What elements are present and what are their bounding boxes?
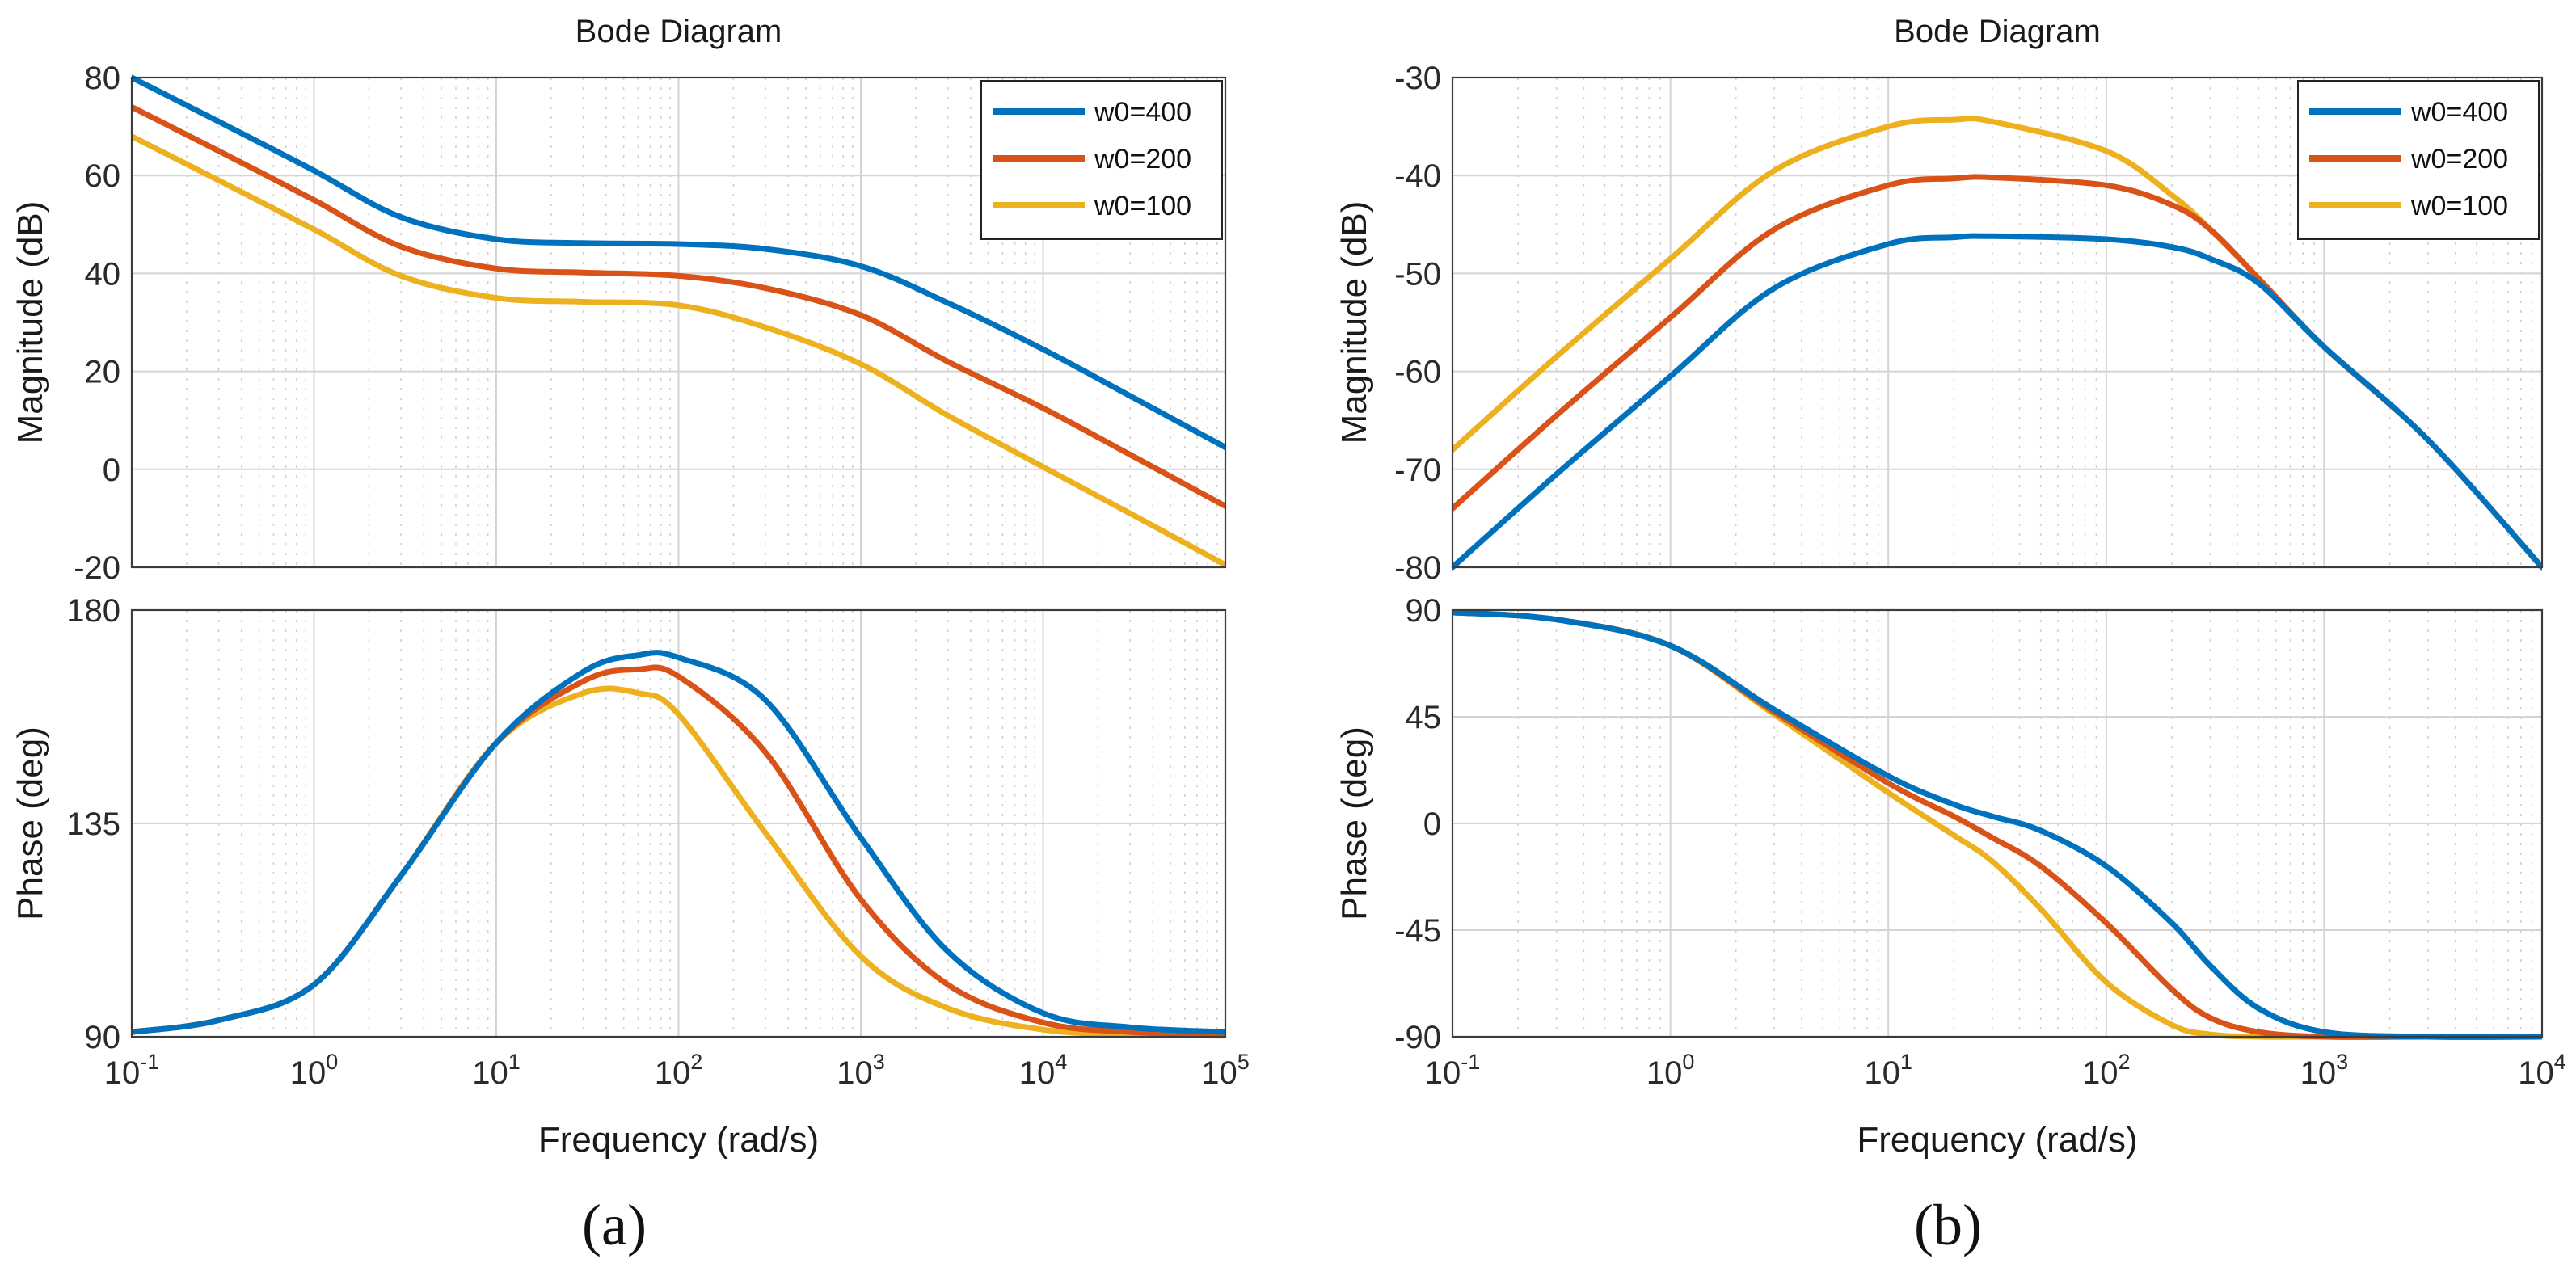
panel-a-magnitude-series-w0-400	[132, 74, 1225, 450]
panel-b-xtick-label: 102	[2082, 1050, 2131, 1091]
panel-a-phase-axes-frame	[130, 608, 1227, 1038]
legend-label-w0-400: w0=400	[2410, 97, 2508, 128]
panel-b-phase-plot: 90 45 0 -45 -90 Phase (deg) 10-1 100 101 102 103 10…	[1334, 593, 2566, 1091]
legend-label-w0-100: w0=100	[2410, 191, 2508, 221]
panel-a-magnitude-ytick-label: 20	[85, 355, 121, 390]
panel-a: Bode Diagram 80 60 40 20 0 -20 Magnitude (dB) w0…	[11, 14, 1250, 1257]
panel-a-phase-ylabel: Phase (deg)	[11, 726, 50, 920]
panel-a-magnitude-ytick-label: -20	[74, 550, 120, 586]
panel-b-xtick-label: 104	[2518, 1050, 2566, 1091]
panel-b-phase-ytick-label: -45	[1394, 913, 1441, 949]
panel-a-magnitude-curves	[132, 74, 1225, 568]
panel-b-magnitude-ytick-label: -40	[1394, 158, 1441, 194]
panel-b-xtick-label: 10-1	[1425, 1050, 1481, 1091]
panel-b-phase-ytick-label: 0	[1423, 806, 1441, 842]
panel-b-magnitude-ylabel: Magnitude (dB)	[1334, 201, 1374, 444]
panel-b-phase-axes-frame	[1451, 608, 2544, 1038]
panel-b-phase-ytick-label: -90	[1394, 1020, 1441, 1055]
panel-a-magnitude-ylabel: Magnitude (dB)	[11, 201, 50, 444]
legend-label-w0-400: w0=400	[1094, 97, 1191, 128]
panel-a-label: (a)	[582, 1193, 647, 1257]
panel-a-title: Bode Diagram	[575, 14, 782, 49]
panel-a-phase-curves	[132, 650, 1225, 1039]
panel-a-phase-plot: 180 135 90 Phase (deg) 10-1 100 101 102 103 104 10…	[11, 593, 1250, 1091]
panel-a-phase-ytick-label: 90	[85, 1020, 121, 1055]
panel-a-phase-ytick-label: 135	[66, 806, 120, 842]
panel-a-xlabel: Frequency (rad/s)	[538, 1120, 819, 1160]
panel-a-magnitude-ytick-label: 0	[103, 453, 120, 488]
panel-a-magnitude-ytick-label: 60	[85, 158, 121, 194]
panel-a-magnitude-axes-frame	[130, 76, 1227, 569]
panel-a-magnitude-series-w0-200	[132, 103, 1225, 509]
panel-a-phase-ytick-label: 180	[66, 593, 120, 629]
panel-a-legend: w0=400 w0=200 w0=100	[980, 80, 1223, 240]
panel-b-magnitude-ytick-label: -80	[1394, 550, 1441, 586]
panel-b-magnitude-ytick-label: -30	[1394, 61, 1441, 96]
panel-b-xtick-label: 100	[1646, 1050, 1695, 1091]
panel-b-magnitude-ytick-label: -50	[1394, 256, 1441, 292]
panel-b-phase-ytick-label: 90	[1406, 593, 1442, 629]
panel-b-xtick-label: 101	[1864, 1050, 1912, 1091]
panel-b-phase-ytick-label: 45	[1406, 700, 1442, 735]
panel-a-xtick-label: 103	[837, 1050, 885, 1091]
panel-b-title: Bode Diagram	[1894, 14, 2101, 49]
panel-a-xtick-label: 105	[1201, 1050, 1250, 1091]
panel-b-magnitude-ytick-label: -70	[1394, 453, 1441, 488]
panel-a-magnitude-ytick-label: 40	[85, 256, 121, 292]
panel-b-magnitude-ytick-label: -60	[1394, 355, 1441, 390]
panel-b-magnitude-series-w0-400	[1452, 233, 2542, 571]
panel-a-magnitude-ytick-label: 80	[85, 61, 121, 96]
panel-a-phase-series-w0-400	[132, 650, 1225, 1035]
panel-b-xtick-label: 103	[2300, 1050, 2349, 1091]
panel-a-xtick-label: 102	[655, 1050, 703, 1091]
panel-a-xtick-label: 100	[290, 1050, 339, 1091]
panel-b-xlabel: Frequency (rad/s)	[1857, 1120, 2137, 1160]
panel-a-xtick-label: 101	[472, 1050, 521, 1091]
legend-label-w0-200: w0=200	[2410, 144, 2508, 175]
panel-b-legend: w0=400 w0=200 w0=100	[2297, 80, 2540, 240]
panel-b-label: (b)	[1914, 1193, 1982, 1257]
panel-a-magnitude-series-w0-100	[132, 133, 1225, 568]
panel-b-phase-series-w0-400	[1452, 609, 2542, 1040]
panel-b-magnitude-curves	[1452, 116, 2542, 571]
panel-b: Bode Diagram -30 -40 -50 -60 -70 -80 Magnitude …	[1334, 14, 2566, 1257]
panel-b-magnitude-grid	[1452, 77, 2543, 568]
panel-a-xtick-label: 10-1	[104, 1050, 160, 1091]
panel-a-xtick-label: 104	[1019, 1050, 1068, 1091]
legend-label-w0-100: w0=100	[1094, 191, 1191, 221]
legend-label-w0-200: w0=200	[1094, 144, 1191, 175]
panel-b-phase-ylabel: Phase (deg)	[1334, 726, 1374, 920]
panel-b-magnitude-axes-frame	[1451, 76, 2544, 569]
